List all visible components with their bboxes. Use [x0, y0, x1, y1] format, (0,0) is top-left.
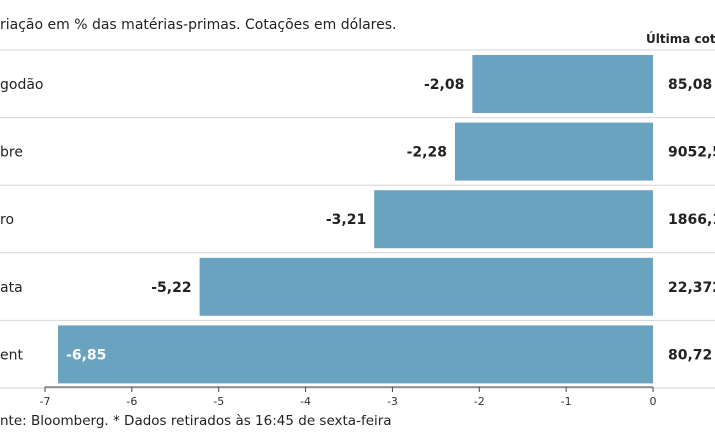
- x-tick-label: -4: [300, 395, 311, 408]
- bar: [199, 257, 653, 316]
- data-label: -2,08: [424, 77, 464, 93]
- x-tick-label: -7: [40, 395, 51, 408]
- chart-source-note: nte: Bloomberg. * Dados retirados às 16:…: [0, 413, 392, 429]
- category-label: ata: [0, 280, 23, 296]
- data-label: -5,22: [151, 280, 191, 296]
- data-label: -6,85: [66, 347, 106, 363]
- x-tick-label: 0: [650, 395, 657, 408]
- category-label: bre: [0, 145, 23, 161]
- category-label: ro: [0, 212, 14, 228]
- bar-chart: godão -2,08 85,08 bre -2,28 9052,5 ro -3,21 1866…: [0, 49, 715, 408]
- x-tick-label: -5: [213, 395, 224, 408]
- last-quote-value: 85,08: [668, 77, 712, 93]
- x-tick-label: -1: [561, 395, 572, 408]
- x-tick-label: -2: [474, 395, 485, 408]
- last-quote-value: 80,72: [668, 347, 712, 363]
- bar: [374, 190, 653, 249]
- category-label: ent: [0, 347, 23, 363]
- bar: [58, 325, 654, 384]
- last-quote-value: 22,3723: [668, 280, 715, 296]
- data-label: -3,21: [326, 212, 366, 228]
- bar: [454, 122, 653, 181]
- data-label: -2,28: [407, 145, 447, 161]
- last-quote-value: 9052,5: [668, 145, 715, 161]
- last-quote-header: Última cotaç: [646, 32, 715, 46]
- x-tick-label: -3: [387, 395, 398, 408]
- x-tick-label: -6: [126, 395, 137, 408]
- category-label: godão: [0, 77, 43, 93]
- last-quote-value: 1866,15: [668, 212, 715, 228]
- bar: [472, 55, 653, 113]
- chart-subtitle: riação em % das matérias-primas. Cotaçõe…: [0, 17, 397, 33]
